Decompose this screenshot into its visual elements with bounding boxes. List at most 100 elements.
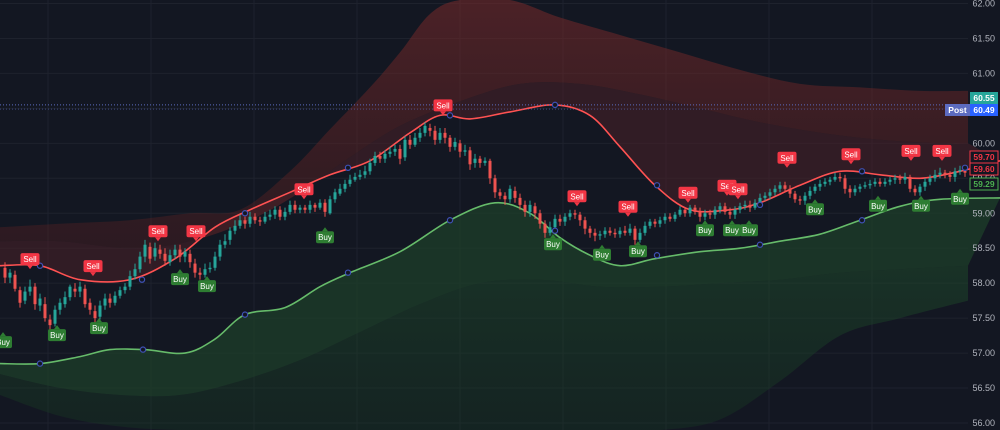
candle-down [13, 274, 17, 289]
candle-up [823, 181, 827, 184]
buy-signal[interactable]: Buy [544, 234, 562, 251]
candle-up [363, 171, 367, 175]
price-tick-label: 56.00 [972, 418, 995, 428]
buy-signal[interactable]: Buy [171, 269, 189, 286]
sell-signal[interactable]: Sell [932, 144, 952, 161]
candle-up [958, 169, 962, 172]
buy-signal[interactable]: Buy [90, 318, 108, 335]
candle-down [398, 148, 402, 159]
candle-up [173, 249, 177, 256]
candle-up [383, 153, 387, 159]
sell-signal[interactable]: Sell [567, 190, 587, 207]
candle-up [418, 132, 422, 138]
sell-signal[interactable]: Sell [777, 151, 797, 168]
candle-up [828, 179, 832, 182]
signal-pointer [939, 156, 945, 161]
candle-up [273, 209, 277, 215]
buy-signal[interactable]: Buy [740, 220, 758, 237]
pivot-point [241, 210, 249, 217]
buy-signal[interactable]: Buy [951, 188, 969, 205]
buy-signal[interactable]: Buy [48, 325, 66, 342]
signal-pointer [322, 227, 328, 232]
price-tag-value: 60.55 [973, 93, 995, 103]
buy-signal[interactable]: Buy [806, 199, 824, 216]
sell-signal[interactable]: Sell [901, 144, 921, 161]
candle-up [733, 209, 737, 215]
sell-signal[interactable]: Sell [433, 99, 453, 116]
pivot-point [756, 241, 764, 248]
pivot-point [446, 112, 454, 119]
sell-signal[interactable]: Sell [678, 186, 698, 203]
price-tag-box [969, 162, 999, 176]
signal-pointer [735, 195, 741, 200]
candle-down [653, 221, 657, 224]
buy-signal[interactable]: Buy [0, 332, 12, 349]
upper-cloud-inner [0, 82, 1000, 282]
buy-signal[interactable]: Buy [593, 244, 611, 261]
signal-label: Buy [871, 202, 885, 211]
candle-down [523, 204, 527, 212]
signal-pointer [599, 244, 605, 249]
candle-up [758, 197, 762, 203]
buy-signal[interactable]: Buy [869, 195, 887, 212]
candle-down [303, 207, 307, 210]
signal-pointer [301, 195, 307, 200]
signal-pointer [625, 212, 631, 217]
buy-signal[interactable]: Buy [629, 241, 647, 258]
candle-down [498, 192, 502, 196]
candle-up [938, 172, 942, 175]
signal-box [567, 190, 587, 203]
candle-up [703, 213, 707, 217]
sell-signal[interactable]: Sell [186, 225, 206, 242]
pivot-point [446, 217, 454, 224]
candle-up [903, 176, 907, 180]
signal-label: Sell [297, 185, 311, 194]
buy-signal[interactable]: Buy [198, 276, 216, 293]
signal-pointer [27, 265, 33, 270]
sell-signal[interactable]: Sell [83, 260, 103, 277]
candle-down [668, 216, 672, 219]
candle-down [313, 204, 317, 208]
sell-signal[interactable]: Sell [294, 183, 314, 200]
buy-signal[interactable]: Buy [912, 195, 930, 212]
candle-down [163, 253, 167, 261]
sell-signal[interactable]: Sell [148, 225, 168, 242]
signal-pointer [574, 202, 580, 207]
signal-box [740, 224, 758, 237]
candle-down [913, 188, 917, 193]
candle-down [843, 178, 847, 189]
candle-down [593, 232, 597, 236]
candle-down [48, 319, 52, 326]
candle-up [133, 269, 137, 277]
candle-down [728, 211, 732, 215]
candle-up [298, 207, 302, 210]
signal-label: Sell [189, 227, 203, 236]
candle-up [53, 309, 57, 324]
signal-box [777, 151, 797, 164]
pivot-point [344, 164, 352, 172]
sell-signal[interactable]: Sell [841, 148, 861, 165]
sell-signal[interactable]: Sell [618, 200, 638, 217]
buy-signal[interactable]: Buy [696, 220, 714, 237]
signal-pointer [918, 195, 924, 200]
sell-signal[interactable]: Sell [20, 253, 40, 270]
signal-box [294, 183, 314, 196]
candle-down [458, 143, 462, 152]
signal-layer[interactable]: SellBuyBuySellBuySellSellBuyBuySellBuySe… [0, 99, 969, 349]
candle-down [848, 188, 852, 193]
signal-label: Buy [0, 338, 10, 347]
candle-up [873, 181, 877, 184]
price-tag: Post 60.49 [945, 104, 998, 116]
candle-down [18, 290, 22, 303]
signal-box [48, 329, 66, 342]
buy-signal[interactable]: Buy [316, 227, 334, 244]
buy-signal[interactable]: Buy [723, 220, 741, 237]
candle-down [488, 160, 492, 179]
candle-up [718, 206, 722, 210]
candle-up [438, 132, 442, 140]
sell-signal[interactable]: Sell [728, 183, 748, 200]
candle-up [168, 255, 172, 263]
lower-cloud-outer [0, 265, 968, 430]
